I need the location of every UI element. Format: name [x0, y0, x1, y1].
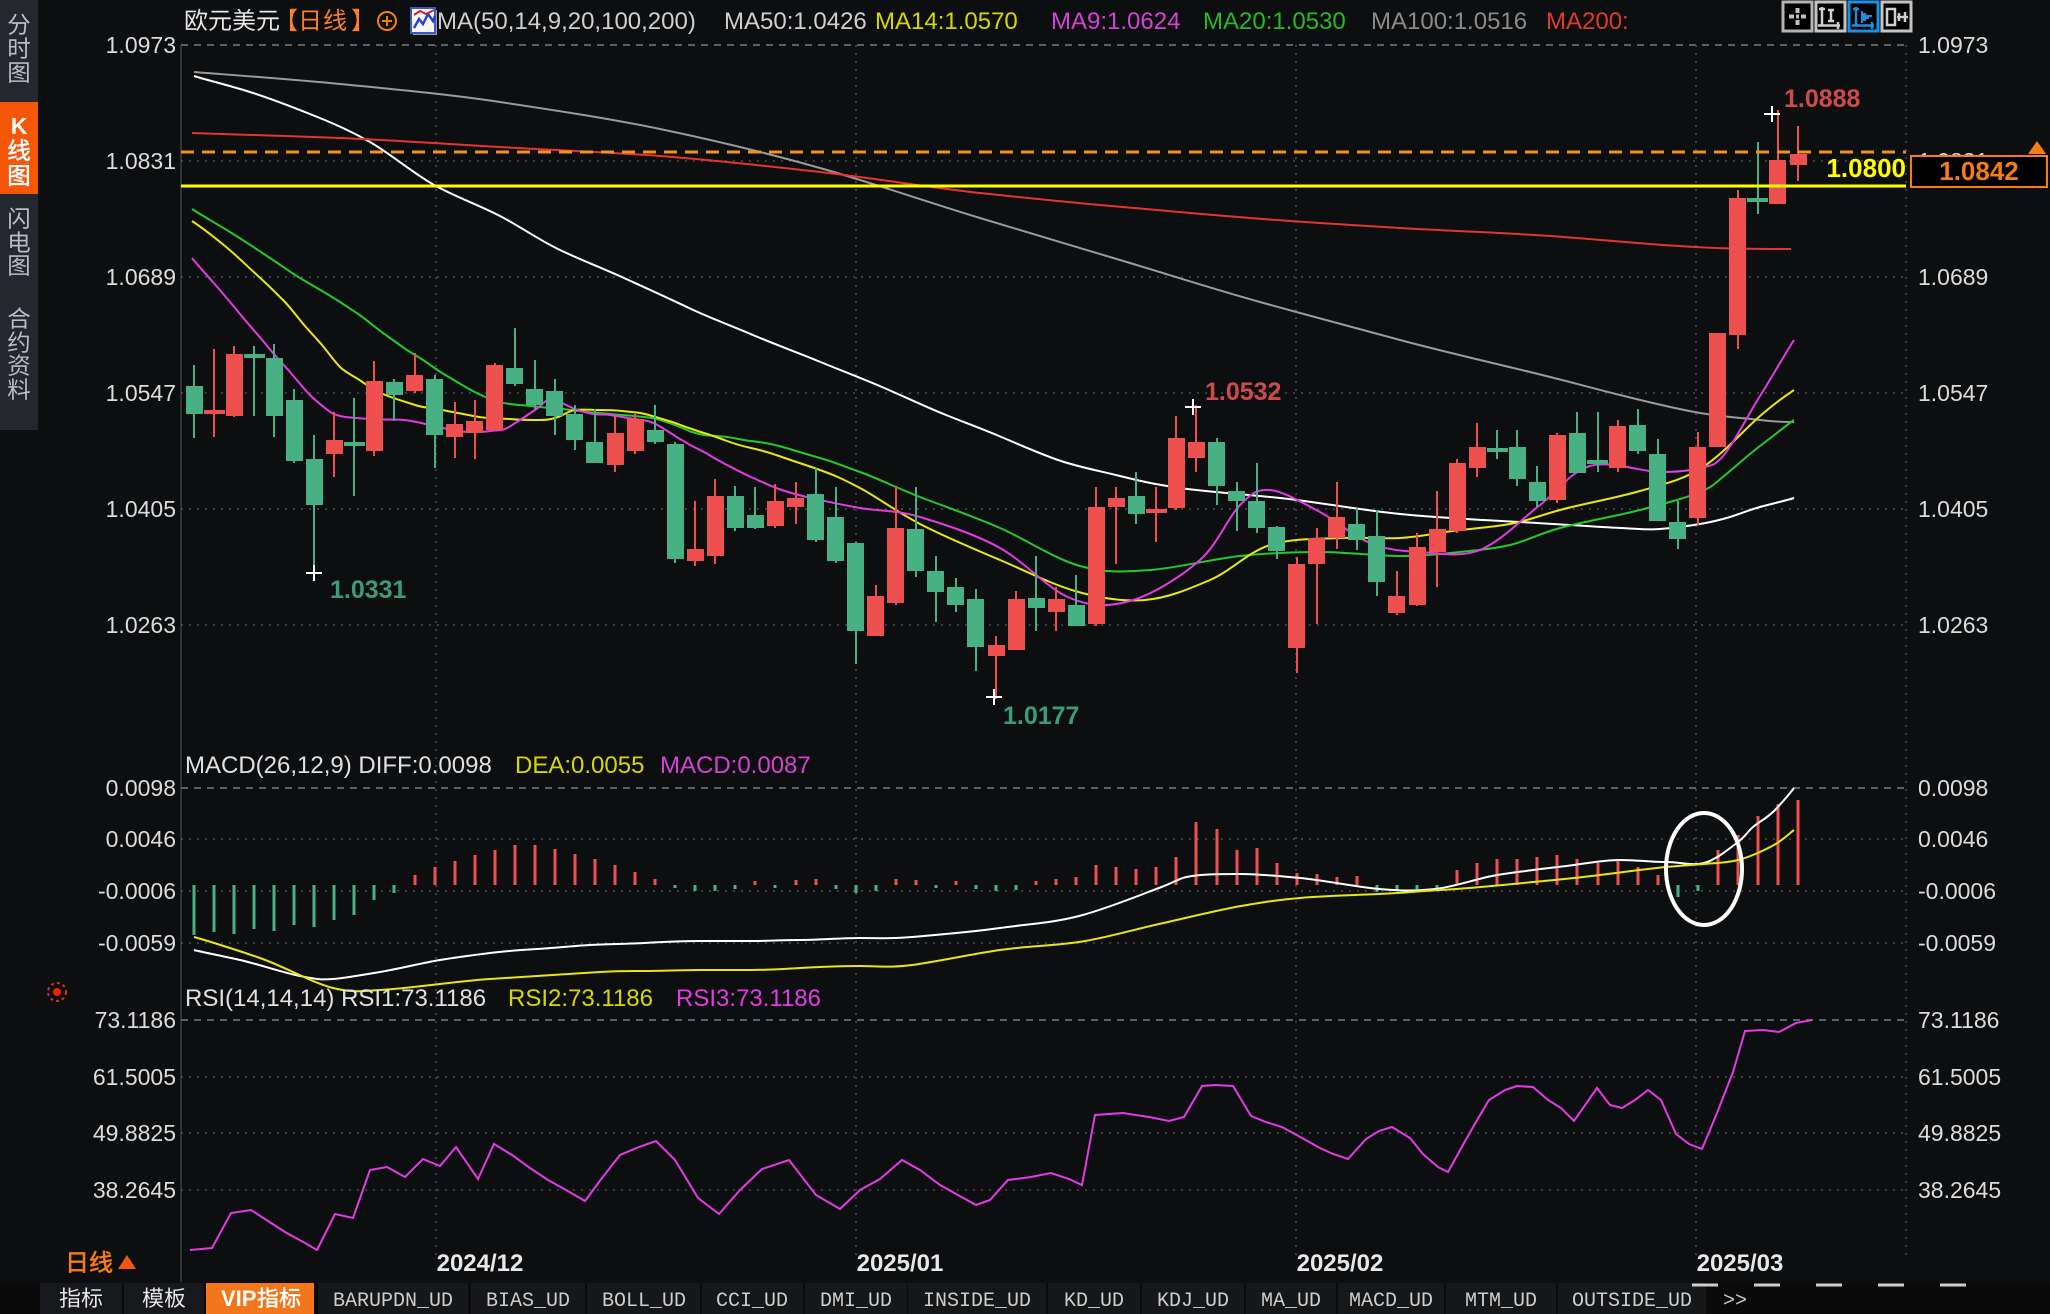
svg-text:K: K — [11, 113, 28, 139]
svg-text:MA100:1.0516: MA100:1.0516 — [1371, 8, 1527, 35]
svg-text:0.0046: 0.0046 — [106, 826, 176, 852]
svg-text:1.0973: 1.0973 — [1918, 32, 1988, 58]
svg-text:-0.0006: -0.0006 — [1918, 878, 1996, 904]
svg-text:1.0263: 1.0263 — [1918, 612, 1988, 638]
svg-text:1.0831: 1.0831 — [106, 148, 176, 174]
svg-text:61.5005: 61.5005 — [1918, 1064, 2001, 1090]
svg-text:0.0098: 0.0098 — [106, 775, 176, 801]
svg-text:38.2645: 38.2645 — [93, 1177, 176, 1203]
svg-text:-0.0059: -0.0059 — [1918, 930, 1996, 956]
svg-text:MA(50,14,9,20,100,200): MA(50,14,9,20,100,200) — [437, 8, 696, 35]
svg-text:RSI(14,14,14) RSI1:73.1186: RSI(14,14,14) RSI1:73.1186 — [185, 985, 486, 1012]
svg-text:KDJ_UD: KDJ_UD — [1157, 1290, 1229, 1313]
svg-text:1.0689: 1.0689 — [1918, 264, 1988, 290]
svg-text:2024/12: 2024/12 — [437, 1250, 524, 1277]
svg-text:1.0547: 1.0547 — [1918, 380, 1988, 406]
svg-text:BARUPDN_UD: BARUPDN_UD — [333, 1290, 453, 1313]
svg-text:BIAS_UD: BIAS_UD — [486, 1290, 570, 1313]
svg-text:61.5005: 61.5005 — [93, 1064, 176, 1090]
svg-text:KD_UD: KD_UD — [1064, 1290, 1124, 1313]
svg-text:MA_UD: MA_UD — [1261, 1290, 1321, 1313]
svg-text:MACD_UD: MACD_UD — [1349, 1290, 1433, 1313]
svg-text:1.0547: 1.0547 — [106, 380, 176, 406]
svg-text:-0.0006: -0.0006 — [98, 878, 176, 904]
svg-text:DEA:0.0055: DEA:0.0055 — [515, 752, 644, 779]
svg-text:1.0888: 1.0888 — [1784, 85, 1861, 113]
svg-text:MA200:: MA200: — [1546, 8, 1629, 35]
svg-text:1.0689: 1.0689 — [106, 264, 176, 290]
svg-text:RSI3:73.1186: RSI3:73.1186 — [676, 985, 821, 1012]
svg-text:0.0046: 0.0046 — [1918, 826, 1988, 852]
svg-text:1.0405: 1.0405 — [106, 496, 176, 522]
svg-text:73.1186: 73.1186 — [95, 1007, 176, 1033]
svg-text:49.8825: 49.8825 — [1918, 1120, 2001, 1146]
svg-text:1.0405: 1.0405 — [1918, 496, 1988, 522]
svg-text:OUTSIDE_UD: OUTSIDE_UD — [1572, 1290, 1692, 1313]
svg-text:2025/03: 2025/03 — [1697, 1250, 1784, 1277]
svg-text:1.0263: 1.0263 — [106, 612, 176, 638]
svg-text:VIP: VIP — [221, 1286, 256, 1311]
svg-text:MA9:1.0624: MA9:1.0624 — [1051, 8, 1180, 35]
svg-text:INSIDE_UD: INSIDE_UD — [923, 1290, 1031, 1313]
svg-text:RSI2:73.1186: RSI2:73.1186 — [508, 985, 653, 1012]
svg-text:1.0800: 1.0800 — [1826, 153, 1906, 183]
svg-text:1.0532: 1.0532 — [1205, 378, 1281, 406]
svg-text:-0.0059: -0.0059 — [98, 930, 176, 956]
svg-text:>>: >> — [1723, 1290, 1747, 1313]
svg-text:0.0098: 0.0098 — [1918, 775, 1988, 801]
svg-text:MACD(26,12,9) DIFF:0.0098: MACD(26,12,9) DIFF:0.0098 — [185, 752, 492, 779]
svg-text:DMI_UD: DMI_UD — [820, 1290, 892, 1313]
svg-text:38.2645: 38.2645 — [1918, 1177, 2001, 1203]
svg-text:BOLL_UD: BOLL_UD — [602, 1290, 686, 1313]
svg-text:MA20:1.0530: MA20:1.0530 — [1203, 8, 1346, 35]
svg-text:49.8825: 49.8825 — [93, 1120, 176, 1146]
svg-text:1.0973: 1.0973 — [106, 32, 176, 58]
svg-text:MTM_UD: MTM_UD — [1465, 1290, 1537, 1313]
svg-text:CCI_UD: CCI_UD — [716, 1290, 788, 1313]
svg-text:2025/02: 2025/02 — [1297, 1250, 1384, 1277]
svg-text:2025/01: 2025/01 — [857, 1250, 944, 1277]
svg-text:MA50:1.0426: MA50:1.0426 — [724, 8, 867, 35]
svg-text:1.0331: 1.0331 — [330, 576, 407, 604]
svg-text:1.0842: 1.0842 — [1939, 156, 2019, 186]
svg-text:MA14:1.0570: MA14:1.0570 — [875, 8, 1018, 35]
svg-text:1.0177: 1.0177 — [1003, 702, 1079, 730]
svg-text:73.1186: 73.1186 — [1918, 1007, 1999, 1033]
svg-text:MACD:0.0087: MACD:0.0087 — [660, 752, 811, 779]
